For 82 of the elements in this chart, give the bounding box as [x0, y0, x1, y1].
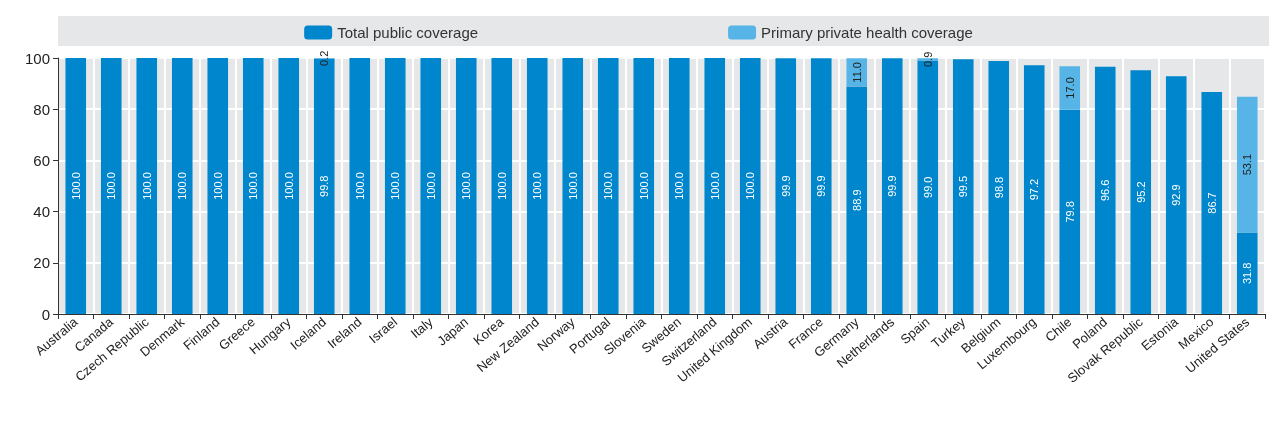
y-tick-label: 100 [24, 49, 50, 67]
bar [562, 58, 584, 314]
data-label: 99.5 [957, 175, 970, 198]
bar [1165, 76, 1187, 314]
bar [384, 58, 406, 314]
y-tick-label: 80 [33, 100, 50, 118]
bar [349, 58, 371, 314]
data-label: 100.0 [708, 172, 721, 200]
bar [739, 58, 761, 314]
data-label: 88.9 [850, 189, 863, 211]
data-label: 100.0 [69, 172, 82, 200]
data-label: 0.2 [318, 50, 331, 66]
bar [136, 58, 158, 314]
bar [65, 58, 87, 314]
data-label: 100.0 [282, 172, 295, 200]
bar [1236, 96, 1258, 233]
data-label: 100.0 [247, 172, 260, 200]
x-tick-label: Italy [407, 313, 436, 342]
data-label: 100.0 [673, 172, 686, 200]
data-label: 100.0 [495, 172, 508, 200]
bar [1130, 70, 1152, 314]
data-label: 100.0 [424, 172, 437, 200]
data-label: 53.1 [1241, 153, 1254, 176]
bar [1094, 66, 1116, 314]
data-label: 11.0 [850, 62, 863, 83]
bar [846, 86, 868, 314]
bar [810, 58, 832, 314]
bar [242, 58, 264, 314]
bar [775, 58, 797, 314]
data-label: 0.9 [921, 51, 934, 68]
bar [952, 59, 974, 314]
y-tick-label: 20 [33, 254, 50, 272]
data-label: 79.8 [1063, 201, 1076, 223]
data-label: 99.0 [921, 176, 934, 198]
bar [597, 58, 619, 314]
data-label: 96.6 [1099, 179, 1112, 202]
bar [207, 58, 229, 314]
bar [1059, 66, 1081, 110]
bar [526, 58, 548, 314]
bar [100, 58, 122, 314]
data-label: 100.0 [744, 172, 757, 200]
data-label: 100.0 [637, 172, 650, 200]
data-label: 98.8 [992, 176, 1005, 199]
legend-label: Primary private health coverage [761, 24, 973, 41]
data-label: 95.2 [1134, 181, 1147, 203]
bar [1059, 109, 1081, 314]
data-label: 100.0 [176, 172, 189, 200]
bar [278, 58, 300, 314]
bar [881, 58, 903, 314]
data-label: 100.0 [140, 172, 153, 200]
data-label: 100.0 [105, 172, 118, 200]
y-tick-label: 0 [41, 305, 50, 323]
data-label: 100.0 [602, 172, 615, 200]
data-label: 99.9 [779, 175, 792, 197]
data-label: 31.8 [1241, 262, 1254, 285]
bar [668, 58, 690, 314]
bar [988, 61, 1010, 314]
y-tick-label: 40 [33, 203, 50, 221]
bar [491, 58, 513, 314]
data-label: 100.0 [460, 172, 473, 200]
data-label: 100.0 [531, 172, 544, 200]
bar [1023, 65, 1045, 314]
bar [704, 58, 726, 314]
bar [171, 58, 193, 314]
data-label: 100.0 [353, 172, 366, 200]
data-label: 97.2 [1028, 178, 1041, 201]
bar [420, 58, 442, 314]
data-label: 100.0 [389, 172, 402, 200]
bar [1201, 92, 1223, 314]
data-label: 17.0 [1063, 77, 1076, 99]
legend-label: Total public coverage [337, 24, 479, 41]
data-label: 99.8 [318, 175, 331, 197]
data-label: 92.9 [1170, 184, 1183, 206]
bar [455, 58, 477, 314]
data-label: 99.9 [815, 175, 828, 197]
data-label: 100.0 [566, 172, 579, 200]
data-label: 86.7 [1205, 192, 1218, 214]
data-label: 100.0 [211, 172, 224, 200]
bar [1236, 232, 1258, 314]
bar [633, 58, 655, 314]
y-tick-label: 60 [33, 151, 50, 169]
data-label: 99.9 [886, 175, 899, 197]
